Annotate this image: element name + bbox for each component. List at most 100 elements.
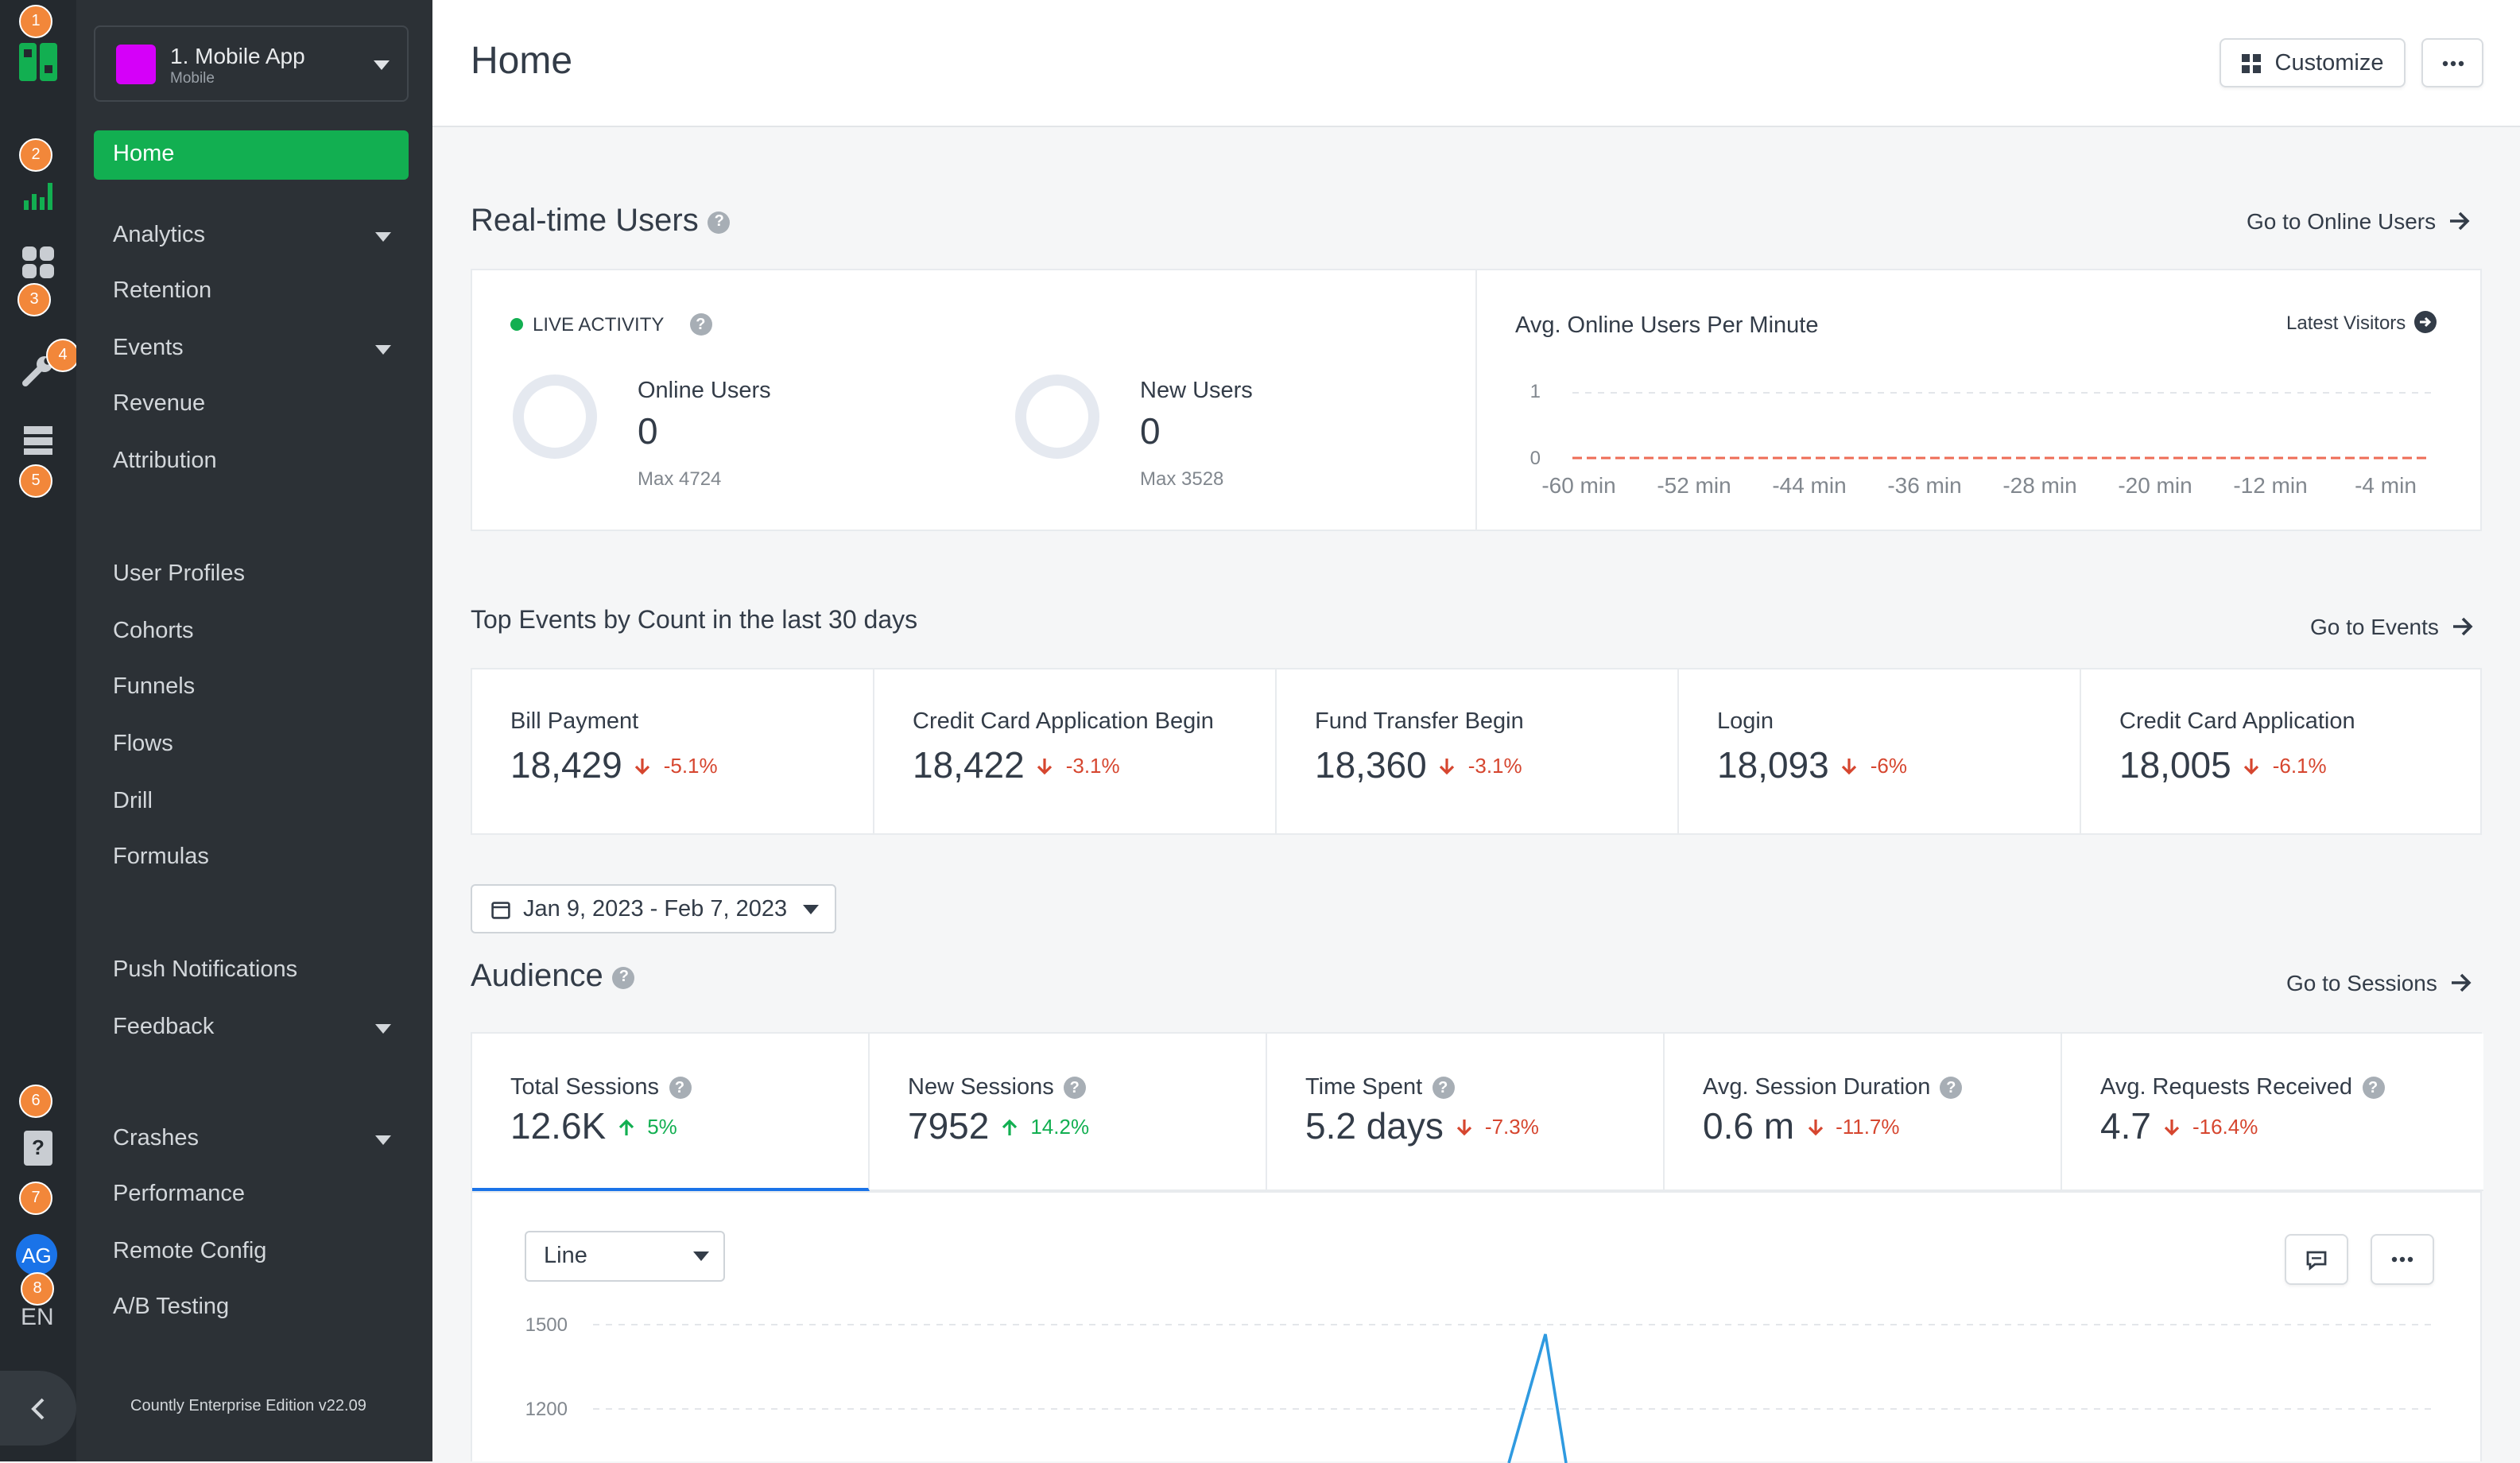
sidebar-item-performance[interactable]: Performance — [113, 1182, 246, 1207]
audience-title: Audience? — [471, 959, 635, 995]
help-icon[interactable]: ? — [2362, 1077, 2385, 1100]
step-badge-2: 2 — [19, 138, 52, 172]
event-card-fund-transfer-begin[interactable]: Fund Transfer Begin 18,360 -3.1% — [1277, 669, 1679, 833]
arrow-right-icon — [2452, 617, 2473, 636]
chevron-down-icon — [375, 1024, 391, 1034]
metric-tab-avg-session-duration[interactable]: Avg. Session Duration? 0.6 m -11.7% — [1665, 1034, 2062, 1191]
icon-rail: 1 2 3 4 5 6 ? 7 AG 8 EN — [0, 0, 79, 1461]
sidebar-item-events[interactable]: Events — [94, 324, 409, 374]
sidebar-item-attribution[interactable]: Attribution — [113, 448, 217, 474]
sidebar-item-feedback[interactable]: Feedback — [94, 1003, 409, 1053]
sidebar-item-push-notifications[interactable]: Push Notifications — [113, 957, 298, 983]
latest-visitors-link[interactable]: Latest Visitors — [2286, 310, 2437, 334]
help-document-icon[interactable]: ? — [17, 1127, 59, 1169]
help-icon[interactable]: ? — [689, 313, 712, 336]
language-switcher[interactable]: EN — [21, 1304, 54, 1331]
metric-change: 5% — [647, 1115, 677, 1139]
arrow-down-icon — [1456, 1119, 1472, 1135]
total-sessions-series-line — [1507, 1333, 1568, 1463]
countly-logo-icon[interactable] — [17, 41, 59, 83]
step-badge-4: 4 — [46, 339, 79, 372]
more-options-button[interactable] — [2421, 38, 2483, 87]
sidebar-item-analytics[interactable]: Analytics — [94, 211, 409, 261]
collapse-sidebar-button[interactable] — [0, 1371, 76, 1446]
sidebar-item-home[interactable]: Home — [94, 130, 409, 180]
event-card-login[interactable]: Login 18,093 -6% — [1679, 669, 2081, 833]
step-badge-1: 1 — [19, 5, 52, 38]
help-icon[interactable]: ? — [1063, 1077, 1086, 1100]
metric-tab-time-spent[interactable]: Time Spent? 5.2 days -7.3% — [1267, 1034, 1665, 1191]
sidebar-item-funnels[interactable]: Funnels — [113, 674, 196, 700]
arrow-circle-right-icon — [2414, 311, 2437, 333]
chart-type-select[interactable]: Line — [525, 1231, 725, 1282]
help-icon[interactable]: ? — [1940, 1077, 1963, 1100]
arrow-right-icon — [2450, 211, 2470, 231]
chart-more-button[interactable] — [2371, 1234, 2434, 1285]
chevron-down-icon — [693, 1252, 709, 1261]
metric-change: 14.2% — [1030, 1115, 1090, 1139]
top-events-panel: Bill Payment 18,429 -5.1% Credit Card App… — [471, 668, 2482, 835]
step-badge-6: 6 — [19, 1085, 52, 1118]
event-card-credit-card-application[interactable]: Credit Card Application 18,005 -6.1% — [2119, 709, 2355, 786]
arrow-down-icon — [1842, 758, 1857, 774]
help-icon[interactable]: ? — [612, 966, 635, 989]
step-badge-3: 3 — [17, 283, 51, 316]
event-count: 18,422 — [913, 744, 1025, 786]
arrow-down-icon — [1440, 758, 1455, 774]
x-tick-label: -44 min — [1772, 473, 1846, 498]
date-range-picker[interactable]: Jan 9, 2023 - Feb 7, 2023 — [471, 884, 836, 933]
event-change: -6.1% — [2272, 754, 2327, 778]
go-to-sessions-link[interactable]: Go to Sessions — [2286, 970, 2472, 995]
sidebar-item-cohorts[interactable]: Cohorts — [113, 619, 194, 644]
arrow-down-icon — [1807, 1119, 1823, 1135]
sidebar-item-user-profiles[interactable]: User Profiles — [113, 561, 245, 587]
sidebar-item-ab-testing[interactable]: A/B Testing — [113, 1294, 230, 1320]
event-card-credit-card-application-begin[interactable]: Credit Card Application Begin 18,422 -3.1… — [874, 669, 1277, 833]
data-manager-icon[interactable] — [17, 420, 59, 461]
help-icon[interactable]: ? — [708, 211, 731, 234]
metric-tab-new-sessions[interactable]: New Sessions? 7952 14.2% — [870, 1034, 1267, 1191]
user-avatar[interactable]: AG — [16, 1234, 57, 1275]
y-tick-0: 0 — [1530, 448, 1541, 469]
widgets-grid-icon[interactable] — [17, 242, 59, 283]
sidebar-item-flows[interactable]: Flows — [113, 732, 173, 757]
help-icon[interactable]: ? — [1432, 1077, 1455, 1100]
event-change: -5.1% — [663, 754, 718, 778]
sidebar-item-revenue[interactable]: Revenue — [113, 391, 206, 417]
metric-change: -11.7% — [1836, 1115, 1900, 1139]
arrow-down-icon — [635, 758, 650, 774]
go-to-events-link[interactable]: Go to Events — [2310, 614, 2474, 639]
metric-value: 0.6 m — [1703, 1105, 1795, 1147]
chevron-down-icon — [374, 60, 390, 70]
new-users-ring — [1015, 374, 1099, 459]
add-note-button[interactable] — [2285, 1234, 2348, 1285]
live-activity-label: LIVE ACTIVITY ? — [510, 313, 712, 336]
app-selector[interactable]: 1. Mobile App Mobile — [94, 25, 409, 102]
go-to-online-users-link[interactable]: Go to Online Users — [2247, 208, 2471, 234]
help-icon[interactable]: ? — [669, 1077, 691, 1100]
x-tick-label: -28 min — [2002, 473, 2076, 498]
metric-tab-total-sessions[interactable]: Total Sessions? 12.6K 5% — [472, 1034, 870, 1191]
sidebar-item-crashes[interactable]: Crashes — [94, 1115, 409, 1164]
chevron-down-icon — [375, 232, 391, 242]
sidebar-item-retention[interactable]: Retention — [113, 278, 212, 304]
customize-button[interactable]: Customize — [2220, 38, 2406, 87]
audience-metrics-tabs: Total Sessions? 12.6K 5% New Sessions? 79… — [471, 1032, 2483, 1193]
metric-tab-avg-requests-received[interactable]: Avg. Requests Received? 4.7 -16.4% — [2062, 1034, 2483, 1191]
sidebar-item-drill[interactable]: Drill — [113, 789, 153, 814]
x-tick-label: -60 min — [1541, 473, 1615, 498]
page-title: Home — [471, 40, 573, 83]
live-dot-icon — [510, 318, 523, 331]
event-change: -3.1% — [1467, 754, 1522, 778]
metric-change: -16.4% — [2192, 1115, 2258, 1139]
ellipsis-icon — [2441, 60, 2464, 66]
sidebar-item-formulas[interactable]: Formulas — [113, 844, 209, 870]
online-users-ring — [513, 374, 597, 459]
metric-value: 12.6K — [510, 1105, 607, 1147]
dashboard-chart-icon[interactable] — [17, 175, 59, 216]
widgets-icon — [2241, 53, 2261, 72]
step-badge-7: 7 — [19, 1182, 52, 1215]
sidebar-item-remote-config[interactable]: Remote Config — [113, 1239, 267, 1264]
y-tick-1: 1 — [1530, 381, 1541, 402]
event-card-bill-payment[interactable]: Bill Payment 18,429 -5.1% — [472, 669, 874, 833]
